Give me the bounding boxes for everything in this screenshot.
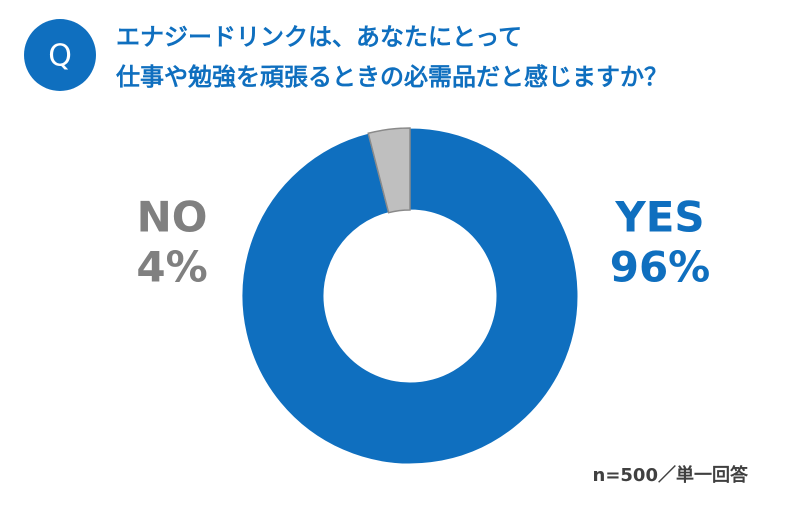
note: n=500／単一回答 xyxy=(593,464,749,486)
value-label: 96% xyxy=(610,243,711,292)
category-label: NO xyxy=(137,193,208,242)
chart-title: エナジードリンクは、あなたにとって xyxy=(116,23,522,51)
wedge xyxy=(367,127,411,214)
wedge xyxy=(241,127,579,465)
category-label: YES xyxy=(614,193,704,242)
badge-circle xyxy=(24,19,96,91)
value-label: 4% xyxy=(136,243,207,292)
chart-title: 仕事や勉強を頑張るときの必需品だと感じますか？ xyxy=(115,63,668,91)
badge-text: Q xyxy=(48,39,72,74)
